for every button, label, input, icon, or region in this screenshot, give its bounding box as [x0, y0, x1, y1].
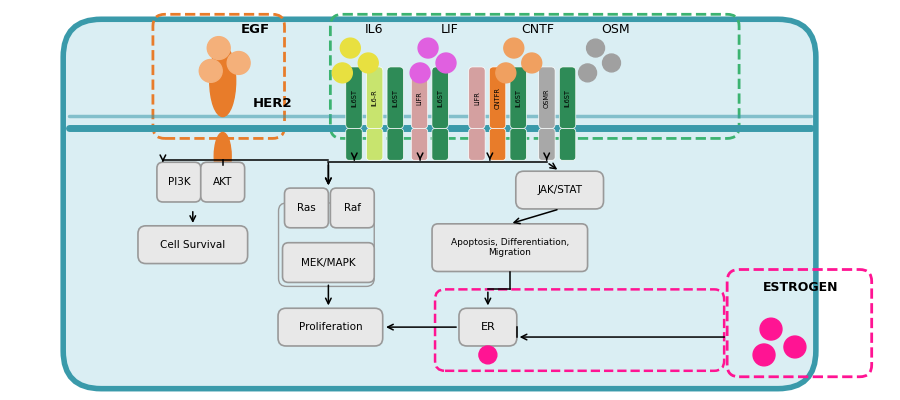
Text: IL6ST: IL6ST — [437, 89, 443, 107]
FancyBboxPatch shape — [539, 67, 555, 128]
Circle shape — [496, 63, 516, 83]
Text: Apoptosis, Differentiation,
Migration: Apoptosis, Differentiation, Migration — [451, 238, 569, 257]
Circle shape — [436, 53, 456, 73]
Circle shape — [753, 344, 775, 366]
Text: MEK/MAPK: MEK/MAPK — [302, 258, 356, 268]
Text: ER: ER — [481, 322, 495, 332]
FancyBboxPatch shape — [201, 162, 245, 202]
FancyBboxPatch shape — [366, 67, 382, 128]
Text: IL6-R: IL6-R — [372, 89, 378, 106]
Text: HER2: HER2 — [253, 97, 292, 110]
Circle shape — [227, 52, 250, 74]
FancyBboxPatch shape — [278, 308, 382, 346]
FancyBboxPatch shape — [283, 243, 374, 282]
Text: Proliferation: Proliferation — [299, 322, 362, 332]
Circle shape — [340, 38, 360, 58]
Circle shape — [504, 38, 524, 58]
FancyBboxPatch shape — [559, 128, 576, 160]
FancyBboxPatch shape — [63, 19, 816, 389]
FancyBboxPatch shape — [346, 67, 362, 128]
Text: OSMR: OSMR — [544, 88, 550, 108]
FancyBboxPatch shape — [387, 67, 403, 128]
Text: IL6: IL6 — [365, 23, 383, 36]
Text: JAK/STAT: JAK/STAT — [537, 185, 582, 195]
Ellipse shape — [214, 132, 231, 180]
FancyBboxPatch shape — [411, 128, 428, 160]
FancyBboxPatch shape — [157, 162, 201, 202]
FancyBboxPatch shape — [330, 188, 374, 228]
FancyBboxPatch shape — [387, 128, 403, 160]
Text: OSM: OSM — [601, 23, 630, 36]
Text: IL6ST: IL6ST — [515, 89, 521, 107]
FancyBboxPatch shape — [411, 67, 428, 128]
Circle shape — [579, 64, 597, 82]
Text: CNTF: CNTF — [521, 23, 554, 36]
FancyBboxPatch shape — [539, 128, 555, 160]
Circle shape — [784, 336, 806, 358]
FancyBboxPatch shape — [469, 67, 485, 128]
Circle shape — [410, 63, 430, 83]
Circle shape — [358, 53, 378, 73]
Text: Raf: Raf — [344, 203, 361, 213]
Text: IL6ST: IL6ST — [351, 89, 357, 107]
FancyBboxPatch shape — [490, 128, 506, 160]
Circle shape — [587, 39, 605, 57]
FancyBboxPatch shape — [490, 67, 506, 128]
FancyBboxPatch shape — [510, 67, 526, 128]
FancyBboxPatch shape — [432, 224, 588, 272]
Ellipse shape — [210, 45, 236, 116]
Text: PI3K: PI3K — [167, 177, 190, 187]
Circle shape — [418, 38, 438, 58]
FancyBboxPatch shape — [284, 188, 328, 228]
Text: Ras: Ras — [297, 203, 316, 213]
Circle shape — [760, 318, 782, 340]
FancyBboxPatch shape — [432, 67, 448, 128]
FancyBboxPatch shape — [366, 128, 382, 160]
Text: LIFR: LIFR — [417, 91, 422, 105]
Text: LIF: LIF — [441, 23, 459, 36]
FancyBboxPatch shape — [138, 226, 248, 264]
Circle shape — [207, 37, 230, 60]
FancyBboxPatch shape — [510, 128, 526, 160]
FancyBboxPatch shape — [346, 128, 362, 160]
Text: Cell Survival: Cell Survival — [160, 240, 225, 250]
FancyBboxPatch shape — [559, 67, 576, 128]
FancyBboxPatch shape — [459, 308, 517, 346]
FancyBboxPatch shape — [432, 128, 448, 160]
Text: EGF: EGF — [241, 23, 270, 36]
Circle shape — [199, 60, 222, 82]
Text: LIFR: LIFR — [474, 91, 480, 105]
Text: IL6ST: IL6ST — [564, 89, 571, 107]
Circle shape — [332, 63, 352, 83]
FancyBboxPatch shape — [516, 171, 604, 209]
Text: ESTROGEN: ESTROGEN — [763, 281, 839, 294]
Circle shape — [479, 346, 497, 364]
Text: CNTFR: CNTFR — [495, 87, 500, 109]
Text: IL6ST: IL6ST — [392, 89, 399, 107]
Circle shape — [522, 53, 542, 73]
Circle shape — [602, 54, 620, 72]
FancyBboxPatch shape — [469, 128, 485, 160]
Text: AKT: AKT — [213, 177, 232, 187]
